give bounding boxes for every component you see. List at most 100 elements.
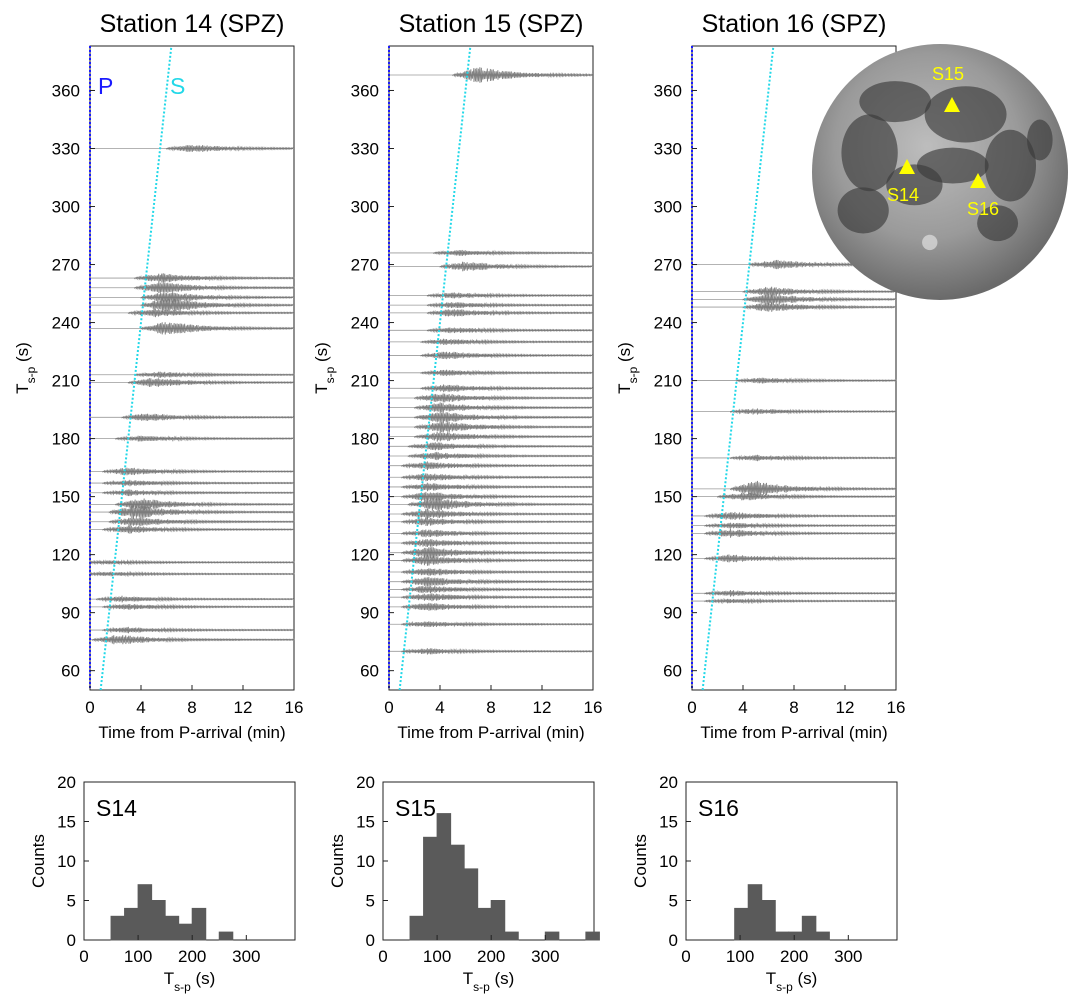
trace-waveform (401, 473, 593, 482)
x-tick-label: 0 (85, 698, 94, 717)
trace-waveform (102, 489, 294, 497)
trace (692, 597, 896, 605)
y-tick-label: 15 (356, 813, 375, 832)
plot-area (89, 45, 295, 691)
panel-title: Station 14 (SPZ) (100, 10, 285, 38)
axis-label-main: T (615, 383, 634, 393)
moon-mare (886, 164, 943, 206)
y-tick-label: 360 (654, 81, 682, 100)
x-tick-label: 8 (486, 698, 495, 717)
axis-label-subscript: s-p (626, 366, 640, 383)
histogram-bar (801, 915, 817, 941)
histogram-bar (477, 907, 492, 941)
trace-waveform (401, 602, 593, 611)
y-tick-label: 20 (356, 773, 375, 792)
trace-waveform (704, 511, 896, 520)
trace-waveform (115, 435, 294, 442)
y-tick-label: 10 (659, 852, 678, 871)
trace-waveform (742, 286, 896, 297)
x-axis-label: Time from P-arrival (min) (397, 723, 584, 742)
y-tick-label: 240 (52, 314, 80, 333)
trace-waveform (127, 308, 294, 318)
trace-waveform (742, 293, 896, 305)
y-tick-label: 150 (351, 488, 379, 507)
y-tick-label: 210 (351, 372, 379, 391)
y-tick-label: 300 (654, 198, 682, 217)
trace (90, 489, 294, 497)
histogram-bar (218, 931, 234, 941)
histogram-bar (490, 900, 506, 941)
y-tick-label: 120 (52, 546, 80, 565)
x-tick-label: 12 (533, 698, 552, 717)
trace-waveform (401, 461, 593, 471)
trace-waveform (426, 292, 593, 299)
histogram-bar (788, 931, 803, 941)
station-label-s15: S15 (932, 64, 964, 84)
trace (389, 351, 593, 360)
seismogram-panel-1: P S 60 90 120 150 180 210 240 270 300 330 360 0 4 8 12 16… (13, 10, 303, 742)
trace (90, 635, 295, 645)
y-tick-label: 20 (659, 773, 678, 792)
trace (389, 508, 593, 520)
trace (389, 431, 593, 442)
x-tick-label: 8 (789, 698, 798, 717)
moon-mare (841, 114, 898, 192)
trace-waveform (420, 369, 593, 377)
axis-label-subscript: s-p (24, 366, 38, 383)
trace (89, 559, 295, 566)
x-axis-label: Time from P-arrival (min) (700, 723, 887, 742)
histogram-station-tag: S16 (698, 795, 739, 821)
y-tick-label: 120 (654, 546, 682, 565)
trace-waveform (736, 377, 897, 384)
y-axis-label: Ts-p (s) (13, 342, 38, 394)
histogram-bar (124, 907, 139, 941)
y-tick-label: 60 (61, 662, 80, 681)
trace (90, 308, 294, 318)
trace (89, 570, 295, 578)
trace-waveform (426, 301, 593, 309)
y-tick-label: 0 (669, 931, 678, 950)
histogram-bar (151, 900, 166, 941)
trace-waveform (115, 498, 294, 511)
moon-mare (977, 205, 1019, 242)
trace (389, 261, 593, 272)
axis-label-unit: (s) (793, 969, 818, 988)
y-tick-label: 60 (360, 662, 379, 681)
trace-waveform (414, 402, 593, 413)
trace (389, 411, 593, 423)
x-tick-label: 100 (423, 947, 451, 966)
trace-waveform (704, 554, 896, 563)
trace-waveform (414, 411, 593, 423)
trace-waveform (401, 585, 593, 594)
trace (90, 595, 294, 603)
plot-area (83, 781, 296, 941)
histogram-station-tag: S14 (96, 795, 137, 821)
x-tick-label: 300 (531, 947, 559, 966)
y-tick-label: 10 (356, 852, 375, 871)
y-tick-label: 180 (52, 430, 80, 449)
trace (692, 492, 896, 501)
trace (389, 491, 593, 502)
trace (389, 620, 593, 628)
x-tick-label: 16 (887, 698, 906, 717)
station-label-s14: S14 (887, 185, 919, 205)
y-tick-label: 5 (669, 892, 678, 911)
trace (90, 144, 294, 153)
trace (692, 589, 896, 597)
x-tick-label: 12 (836, 698, 855, 717)
trace-waveform (102, 467, 294, 476)
trace-waveform (420, 351, 593, 360)
trace (389, 451, 594, 461)
axis-label-subscript: s-p (473, 980, 490, 994)
trace-waveform (401, 508, 593, 520)
trace (90, 525, 294, 534)
trace (692, 286, 896, 297)
panel-title: Station 15 (SPZ) (399, 10, 584, 38)
x-tick-label: 0 (79, 947, 88, 966)
plot-area (685, 781, 898, 941)
